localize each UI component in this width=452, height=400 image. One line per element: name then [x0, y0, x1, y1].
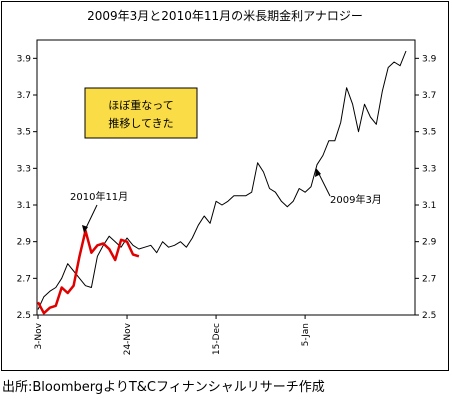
x-tick-label-1: 24-Nov	[123, 322, 133, 355]
y-tick-label-right-1: 2.7	[422, 274, 436, 284]
y-tick-label-right-6: 3.7	[422, 91, 436, 101]
axes-layer: 2.5 2.5 2.7 2.7 2.9 2.9 3.1 3.1 3.3 3.3 3.5 3.5 3.7 3…	[17, 39, 437, 355]
text-box-line-1: ほぼ重なって	[108, 98, 173, 112]
source-note: 出所:BloombergよりT&Cフィナンシャルリサーチ作成	[2, 380, 325, 395]
y-tick-label-left-6: 3.7	[17, 91, 31, 101]
y-tick-label-right-3: 3.1	[422, 201, 436, 211]
y-tick-label-right-5: 3.5	[422, 128, 436, 138]
annotation-2009-arrow-line	[317, 171, 331, 197]
text-box-line-2: 推移してきた	[108, 116, 173, 130]
chart-frame	[1, 1, 449, 371]
y-tick-label-left-7: 3.9	[17, 54, 32, 64]
series-layer	[36, 50, 407, 315]
annotation-2009: 2009年3月	[315, 168, 382, 206]
plot-area-border	[36, 39, 416, 316]
y-tick-label-left-5: 3.5	[17, 128, 31, 138]
x-tick-label-0: 3-Nov	[34, 322, 44, 349]
text-box-rect	[84, 87, 198, 139]
series-line-1	[36, 229, 140, 315]
annotation-2009-arrow-head	[315, 168, 321, 177]
annotation-2010-arrow-head	[82, 225, 88, 233]
y-tick-label-right-4: 3.3	[422, 164, 436, 174]
series-line-0	[37, 50, 407, 310]
y-tick-label-left-4: 3.3	[17, 164, 31, 174]
annotation-2010-label: 2010年11月	[70, 190, 128, 203]
y-tick-label-left-2: 2.9	[17, 238, 32, 248]
chart-title: 2009年3月と2010年11月の米長期金利アナロジー	[87, 8, 363, 23]
x-tick-label-2: 15-Dec	[212, 323, 222, 355]
x-tick-label-3: 5-Jan	[301, 323, 311, 346]
annotation-2009-label: 2009年3月	[330, 193, 382, 206]
y-tick-label-left-1: 2.7	[17, 274, 31, 284]
annotation-2010: 2010年11月	[70, 190, 128, 233]
text-box: ほぼ重なって 推移してきた	[84, 87, 198, 139]
annotation-2010-arrow-line	[84, 204, 98, 231]
chart-svg: 2009年3月と2010年11月の米長期金利アナロジー 2.5 2.5 2.7 2.7…	[17, 8, 437, 355]
y-tick-label-right-2: 2.9	[422, 238, 437, 248]
y-tick-label-right-7: 3.9	[422, 54, 437, 64]
y-tick-label-right-0: 2.5	[422, 311, 436, 321]
y-tick-label-left-3: 3.1	[17, 201, 31, 211]
y-tick-label-left-0: 2.5	[17, 311, 31, 321]
